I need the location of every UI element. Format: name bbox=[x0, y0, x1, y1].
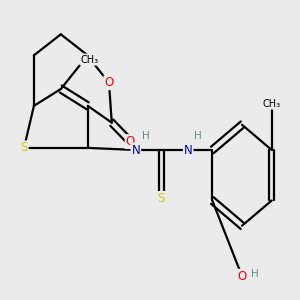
Text: S: S bbox=[158, 192, 165, 205]
Text: N: N bbox=[131, 143, 140, 157]
Text: H: H bbox=[194, 131, 202, 141]
Text: O: O bbox=[104, 76, 114, 89]
Text: H: H bbox=[142, 131, 150, 141]
Text: O: O bbox=[237, 270, 247, 283]
Text: CH₃: CH₃ bbox=[263, 99, 281, 109]
Text: CH₃: CH₃ bbox=[80, 55, 98, 64]
Text: N: N bbox=[184, 143, 193, 157]
Text: CH₃: CH₃ bbox=[82, 55, 100, 64]
Text: H: H bbox=[251, 269, 259, 279]
Text: O: O bbox=[126, 135, 135, 148]
Text: S: S bbox=[20, 141, 28, 154]
